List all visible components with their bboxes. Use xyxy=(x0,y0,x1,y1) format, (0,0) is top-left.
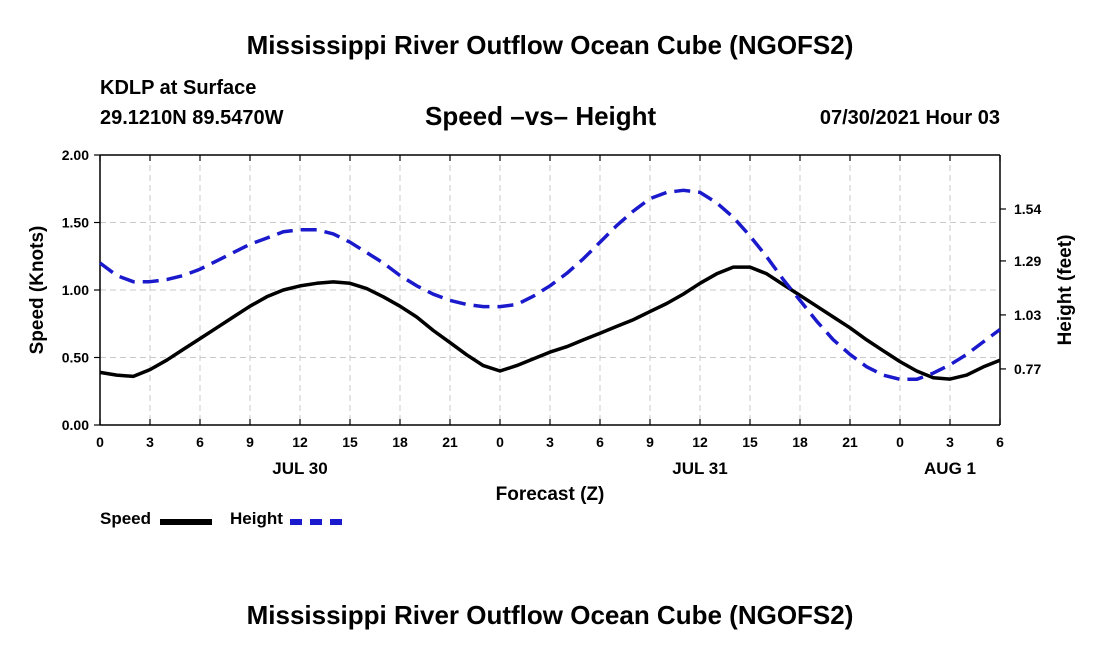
forecast-datetime: 07/30/2021 Hour 03 xyxy=(819,107,1000,129)
y-axis-title-right: Height (feet) xyxy=(1055,235,1076,346)
station-coordinates: 29.1210N 89.5470W xyxy=(100,107,284,129)
x-tick-label: 18 xyxy=(792,434,808,450)
y-tick-label-left: 1.00 xyxy=(62,282,89,298)
x-tick-label: 9 xyxy=(246,434,254,450)
legend-height-label: Height xyxy=(230,509,283,528)
station-label: KDLP at Surface xyxy=(100,77,257,99)
legend-speed-swatch xyxy=(160,519,212,525)
y-axis-title-left: Speed (Knots) xyxy=(27,226,48,355)
x-tick-label: 21 xyxy=(442,434,458,450)
x-tick-label: 12 xyxy=(292,434,308,450)
x-tick-label: 0 xyxy=(496,434,504,450)
x-tick-label: 18 xyxy=(392,434,408,450)
x-tick-label: 6 xyxy=(196,434,204,450)
y-tick-label-right: 0.77 xyxy=(1014,361,1041,377)
y-tick-label-left: 1.50 xyxy=(62,215,89,231)
x-tick-label: 0 xyxy=(896,434,904,450)
y-tick-label-left: 2.00 xyxy=(62,147,89,163)
x-tick-label: 15 xyxy=(742,434,758,450)
chart-subtitle: Speed –vs– Height xyxy=(425,101,657,131)
x-tick-label: 6 xyxy=(596,434,604,450)
legend-height-swatch xyxy=(290,519,342,525)
x-tick-label: 21 xyxy=(842,434,858,450)
chart-title-top: Mississippi River Outflow Ocean Cube (NG… xyxy=(246,30,854,60)
x-tick-label: 0 xyxy=(96,434,104,450)
x-tick-label: 3 xyxy=(946,434,954,450)
legend-speed-label: Speed xyxy=(100,509,152,528)
x-tick-label: 3 xyxy=(146,434,154,450)
x-day-label: JUL 30 xyxy=(272,459,327,478)
y-tick-label-left: 0.00 xyxy=(62,417,89,433)
series-line-speed xyxy=(99,265,1001,381)
series-line-height xyxy=(98,188,1002,382)
x-tick-label: 12 xyxy=(692,434,708,450)
x-tick-label: 15 xyxy=(342,434,358,450)
x-tick-label: 3 xyxy=(546,434,554,450)
chart-title-bottom: Mississippi River Outflow Ocean Cube (NG… xyxy=(246,600,854,630)
x-day-label: JUL 31 xyxy=(672,459,727,478)
y-tick-label-right: 1.29 xyxy=(1014,253,1041,269)
y-tick-label-left: 0.50 xyxy=(62,350,89,366)
x-day-label: AUG 1 xyxy=(924,459,976,478)
x-axis-title: Forecast (Z) xyxy=(496,484,605,505)
y-tick-label-right: 1.03 xyxy=(1014,307,1041,323)
y-tick-label-right: 1.54 xyxy=(1014,201,1041,217)
x-tick-label: 9 xyxy=(646,434,654,450)
x-tick-label: 6 xyxy=(996,434,1004,450)
